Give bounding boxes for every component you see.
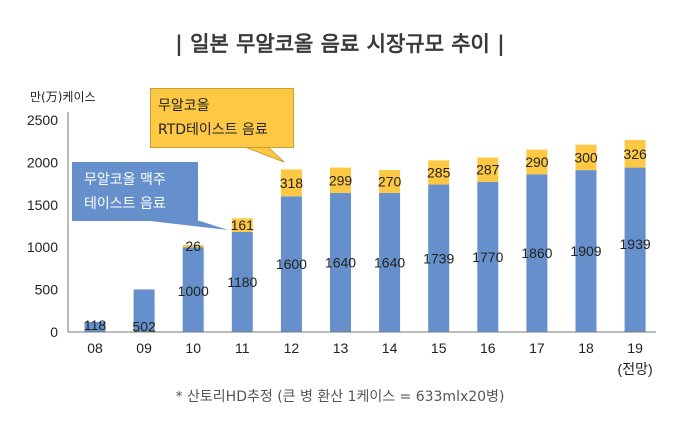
x-tick-label: 10 [185, 340, 201, 356]
bar-rtd-taste [575, 144, 597, 171]
x-tick-label: 11 [235, 340, 250, 356]
callout-beer-taste-line2: 테이스트 음료 [84, 196, 166, 212]
callout-beer-taste-tail [150, 221, 228, 230]
data-label-rtd-taste: 300 [574, 149, 598, 165]
x-tick-label: 08 [87, 340, 103, 356]
bar-beer-taste [280, 196, 302, 332]
callout-rtd-taste: 무알코올 RTD테이스트 음료 [150, 88, 294, 148]
data-label-beer-taste: 1600 [276, 256, 307, 272]
y-tick-label: 2500 [27, 112, 58, 128]
y-tick-label: 0 [50, 324, 58, 340]
callout-rtd-taste-line2: RTD테이스트 음료 [158, 122, 268, 138]
data-label-rtd-taste: 326 [623, 146, 647, 162]
bar-beer-taste [231, 231, 253, 332]
bar-beer-taste [330, 192, 351, 332]
x-tick-label: 17 [529, 340, 545, 356]
data-label-beer-taste: 1939 [620, 236, 651, 252]
x-tick-label: 19 [627, 340, 643, 356]
data-label-beer-taste: 1739 [423, 250, 454, 266]
y-tick-label: 1500 [27, 197, 58, 213]
bar-rtd-taste [526, 149, 548, 175]
y-tick-labels: 0 500 1000 1500 2000 2500 [27, 112, 58, 340]
bars-layer [84, 139, 646, 332]
bar-rtd-taste [330, 167, 351, 193]
data-label-beer-taste: 1909 [570, 243, 601, 259]
bar-rtd-taste [231, 218, 253, 232]
footnote: * 산토리HD추정 (큰 병 환산 1케이스 = 633mlx20병) [175, 389, 505, 405]
bar-rtd-taste [624, 139, 646, 168]
x-tick-note: (전망) [618, 361, 653, 377]
data-label-beer-taste: 1180 [227, 274, 257, 290]
data-label-beer-taste: 1640 [374, 254, 405, 270]
y-tick-label: 500 [35, 282, 59, 298]
bar-beer-taste [575, 170, 597, 332]
bar-beer-taste [133, 289, 155, 332]
x-tick-label: 12 [284, 340, 300, 356]
x-tick-label: 15 [431, 340, 447, 356]
bar-beer-taste [84, 321, 106, 332]
data-label-beer-taste: 502 [132, 318, 156, 334]
bar-rtd-taste [379, 170, 401, 193]
data-label-rtd-taste: 285 [427, 164, 451, 180]
data-label-rtd-taste: 26 [185, 238, 201, 254]
data-label-beer-taste: 118 [84, 317, 107, 333]
data-label-rtd-taste: 287 [476, 162, 500, 178]
y-axis-unit-label: 만(万)케이스 [30, 90, 96, 104]
x-tick-label: 18 [578, 340, 594, 356]
callout-rtd-taste-tail [244, 146, 285, 163]
data-label-beer-taste: 1770 [472, 249, 503, 265]
bar-beer-taste [624, 167, 646, 332]
bar-beer-taste [526, 174, 548, 332]
bar-beer-taste [477, 181, 499, 332]
data-label-beer-taste: 1640 [325, 254, 356, 270]
data-label-beer-taste: 1860 [521, 245, 552, 261]
chart-title: | 일본 무알코올 음료 시장규모 추이 | [175, 32, 505, 56]
callout-rtd-taste-line1: 무알코올 [158, 98, 210, 114]
data-label-rtd-taste: 161 [231, 217, 255, 233]
x-tick-label: 13 [333, 340, 349, 356]
y-tick-label: 1000 [27, 239, 58, 255]
bar-rtd-taste [182, 244, 204, 248]
bar-rtd-taste [477, 157, 499, 182]
bar-beer-taste [379, 192, 401, 332]
data-labels: 118 502 1000 26 1180 161 1600 318 1640 299 1640 270… [84, 146, 651, 335]
x-tick-label: 16 [480, 340, 496, 356]
x-tick-label: 14 [382, 340, 398, 356]
y-tick-label: 2000 [27, 154, 58, 170]
data-label-beer-taste: 1000 [178, 283, 209, 299]
x-tick-label: 09 [136, 340, 152, 356]
bar-beer-taste [428, 184, 450, 332]
data-label-rtd-taste: 290 [525, 154, 549, 170]
x-tick-labels: 08 09 10 11 12 13 14 15 16 17 18 19 (전망) [87, 340, 652, 377]
callout-beer-taste-line1: 무알코올 맥주 [84, 172, 166, 188]
data-label-rtd-taste: 299 [329, 172, 353, 188]
bar-beer-taste [182, 247, 204, 332]
callout-beer-taste: 무알코올 맥주 테이스트 음료 [72, 162, 198, 221]
data-label-rtd-taste: 270 [378, 173, 402, 189]
bar-rtd-taste [428, 160, 450, 185]
data-label-rtd-taste: 318 [280, 175, 304, 191]
bar-rtd-taste [280, 169, 302, 197]
